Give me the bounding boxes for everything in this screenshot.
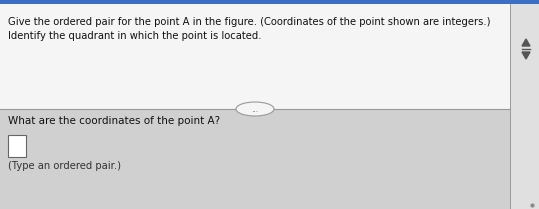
Bar <box>0 4 510 109</box>
Polygon shape <box>522 52 530 59</box>
Text: Identify the quadrant in which the point is located.: Identify the quadrant in which the point… <box>8 31 261 41</box>
Text: What are the coordinates of the point A?: What are the coordinates of the point A? <box>8 116 220 126</box>
Bar <box>0 109 510 209</box>
Bar <box>8 135 26 157</box>
Polygon shape <box>522 39 530 46</box>
Text: (Type an ordered pair.): (Type an ordered pair.) <box>8 161 121 171</box>
Bar <box>510 0 539 209</box>
Ellipse shape <box>236 102 274 116</box>
Bar <box>0 0 539 4</box>
Text: Give the ordered pair for the point A in the figure. (Coordinates of the point s: Give the ordered pair for the point A in… <box>8 17 490 27</box>
Text: ...: ... <box>251 104 259 113</box>
